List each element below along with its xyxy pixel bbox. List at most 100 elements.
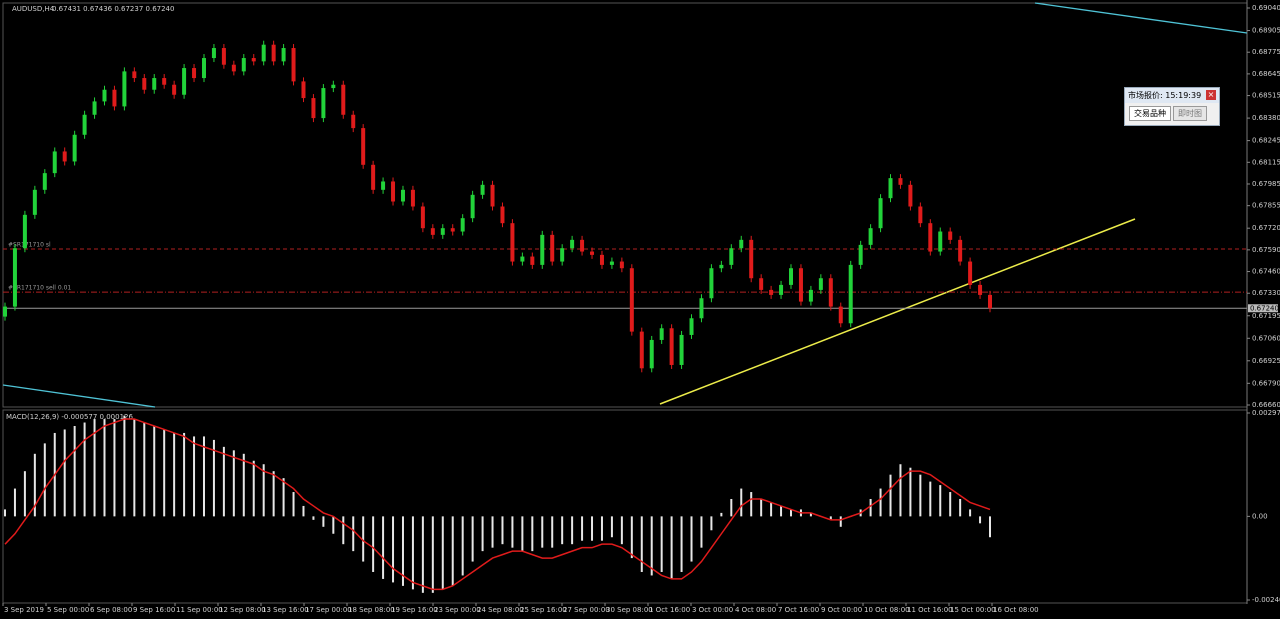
candle <box>729 248 734 265</box>
macd-bar <box>411 516 414 590</box>
macd-bar <box>202 436 205 517</box>
candle <box>590 251 595 255</box>
candle <box>62 151 67 162</box>
macd-bar <box>989 516 991 538</box>
tab[interactable]: 即时图 <box>1173 106 1207 121</box>
candle <box>311 98 316 119</box>
candle <box>848 264 853 324</box>
candle <box>580 239 585 252</box>
candle <box>341 84 346 115</box>
time-label: 9 Oct 00:00 <box>821 606 862 614</box>
close-button[interactable]: × <box>1206 90 1216 100</box>
candle <box>619 261 624 269</box>
candle <box>211 48 216 59</box>
candle <box>251 58 256 62</box>
candle <box>560 248 565 262</box>
macd-bar <box>212 439 215 517</box>
candle <box>430 228 435 235</box>
channel-line <box>2 384 156 408</box>
macd-bar <box>491 516 494 548</box>
macd-bar <box>959 498 962 517</box>
macd-bar <box>690 516 693 562</box>
macd-bar <box>939 485 942 517</box>
macd-bar <box>780 505 783 517</box>
price-label: 0.67720 <box>1252 224 1280 232</box>
dialog-title-text: 市场报价: 15:19:39 <box>1128 91 1202 100</box>
candle <box>988 294 992 309</box>
candle <box>142 78 147 90</box>
candle <box>928 223 933 252</box>
candle <box>948 231 953 240</box>
price-label: 0.68245 <box>1252 137 1280 145</box>
candle <box>878 198 883 229</box>
dialog-title: 市场报价: 15:19:39 × <box>1125 88 1219 103</box>
price-label: 0.68515 <box>1252 92 1280 100</box>
macd-bar <box>401 516 404 586</box>
macd-bar <box>312 516 315 520</box>
macd-bar <box>222 446 225 517</box>
time-label: 17 Sep 00:00 <box>305 606 352 614</box>
price-label: 0.66925 <box>1252 357 1280 365</box>
time-label: 18 Sep 08:00 <box>348 606 395 614</box>
macd-bar <box>730 498 733 517</box>
candle <box>420 206 425 229</box>
macd-bar <box>431 516 434 593</box>
macd-bar <box>979 516 982 524</box>
candle <box>291 48 296 82</box>
price-label: 0.67460 <box>1252 268 1280 276</box>
candle <box>520 256 525 262</box>
macd-bar <box>302 505 305 517</box>
macd-bar <box>521 516 524 552</box>
macd-bar <box>591 516 594 541</box>
candle <box>470 194 475 219</box>
price-label: 0.68775 <box>1252 48 1280 56</box>
candle <box>968 261 973 285</box>
macd-bar <box>531 516 534 552</box>
candle <box>978 284 983 295</box>
candle <box>201 58 206 79</box>
tab[interactable]: 交易品种 <box>1129 106 1171 121</box>
macd-bar <box>750 492 753 517</box>
macd-bar <box>43 443 46 517</box>
candle <box>391 181 396 202</box>
macd-bar <box>541 516 544 548</box>
price-label: 0.67060 <box>1252 334 1280 342</box>
macd-bar <box>4 509 6 517</box>
candle <box>639 331 644 369</box>
signal-line <box>4 418 991 591</box>
candle <box>530 256 535 265</box>
macd-bar <box>372 516 375 572</box>
macd-bar <box>451 516 454 586</box>
candle <box>868 228 873 245</box>
time-label: 27 Sep 00:00 <box>563 606 610 614</box>
candle <box>22 214 27 249</box>
current-price: 0.67240 <box>1250 304 1279 312</box>
macd-bar <box>183 432 186 517</box>
macd-bar <box>93 419 96 517</box>
candle <box>182 68 187 95</box>
macd-bar <box>740 488 743 517</box>
macd-bar <box>232 450 235 517</box>
candle <box>719 264 724 269</box>
macd-bar <box>272 471 275 517</box>
macd-bar <box>143 422 146 517</box>
candle <box>689 318 694 335</box>
price-label: 0.68645 <box>1252 70 1280 78</box>
price-label: 0.66660 <box>1252 401 1280 409</box>
candle <box>152 78 157 90</box>
macd-bar <box>13 488 16 517</box>
candle <box>958 239 963 262</box>
candle <box>400 189 405 202</box>
macd-bar <box>829 516 832 520</box>
macd-bar <box>760 498 763 517</box>
candle <box>52 151 57 174</box>
macd-bar <box>670 516 673 579</box>
candle <box>599 254 604 265</box>
macd-bar <box>153 425 156 517</box>
macd-bar <box>710 516 713 531</box>
time-label: 7 Oct 16:00 <box>778 606 819 614</box>
macd-bar <box>103 419 106 517</box>
price-label: 0.67590 <box>1252 246 1280 254</box>
time-label: 3 Sep 2019 <box>4 606 44 614</box>
